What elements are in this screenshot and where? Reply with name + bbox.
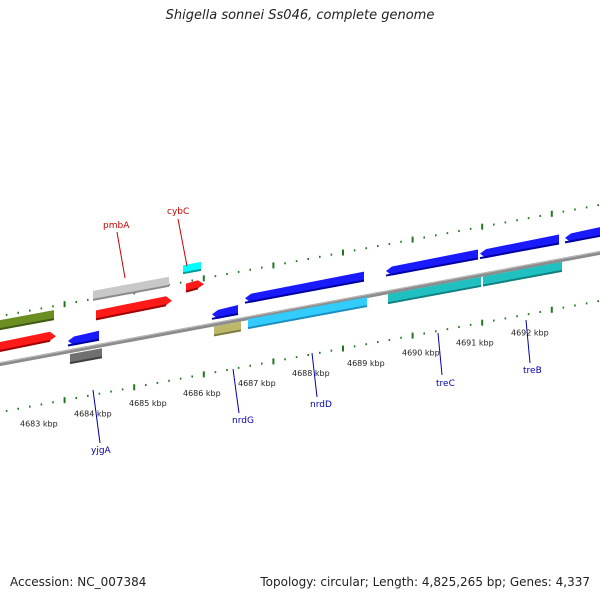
gene-leader-treB [525, 319, 531, 364]
gene-label-treB: treB [523, 366, 542, 376]
gene-leader-nrdG [232, 368, 240, 414]
gene-block-yjgA-shade [69, 356, 103, 365]
gene-label-pmbA: pmbA [103, 221, 130, 231]
gene-leader-nrdD [311, 352, 318, 398]
gene-leader-cybC [177, 218, 188, 267]
accession-text: Accession: NC_007384 [10, 575, 147, 589]
gene-block-olive [0, 310, 54, 330]
gene-block-nrdG-top-shade [211, 313, 239, 320]
gene-block-treC-top [386, 249, 478, 276]
gene-block-treB-shade [482, 269, 563, 287]
gene-leader-treC [437, 332, 443, 376]
scale-tick-label: 4685 kbp [129, 399, 167, 408]
gene-block-nrdG [214, 321, 241, 336]
gene-block-treB [483, 261, 562, 286]
gene-block-treC [388, 276, 481, 304]
gene-label-nrdD: nrdD [310, 400, 332, 410]
gene-label-yjgA: yjgA [91, 446, 112, 456]
gene-block-nrdD-shade [247, 305, 368, 330]
scale-tick-label: 4689 kbp [347, 359, 385, 368]
gene-block-treB-top-shade [479, 242, 560, 260]
scale-tick-label: 4691 kbp [456, 339, 494, 348]
gene-block-treC-shade [387, 284, 482, 305]
genome-summary-text: Topology: circular; Length: 4,825,265 bp… [260, 575, 590, 589]
gene-block-yjgA-top-shade [67, 338, 100, 347]
scale-tick-label: 4688 kbp [292, 369, 330, 378]
gene-block-right-edge [565, 227, 600, 243]
scale-tick-label: 4687 kbp [238, 379, 276, 388]
gene-label-cybC: cybC [167, 207, 189, 217]
gene-block-nrdD [248, 297, 367, 329]
gene-block-grey [93, 276, 169, 300]
gene-block-grey-shade [92, 284, 170, 301]
gene-block-olive-shade [0, 318, 55, 331]
gene-block-right-edge-shade [564, 234, 600, 244]
gene-leader-pmbA [116, 231, 126, 279]
scale-tick-label: 4683 kbp [20, 419, 58, 428]
gene-block-nrdD-top [245, 271, 364, 303]
scale-tick-label: 4684 kbp [74, 409, 112, 418]
gene-block-yjgA [70, 348, 102, 364]
gene-label-treC: treC [436, 379, 455, 389]
genome-backbone [0, 250, 600, 367]
gene-block-nrdG-shade [213, 329, 242, 337]
map-title: Shigella sonnei Ss046, complete genome [165, 8, 435, 23]
gene-block-red-small [186, 280, 204, 292]
gene-leader-yjgA [92, 389, 101, 444]
gene-block-red-small-shade [185, 287, 199, 293]
gene-block-yjgA-top [68, 330, 99, 346]
gene-block-cybC-shade [182, 268, 202, 275]
scale-tick-label: 4690 kbp [402, 349, 440, 358]
genome-backbone-highlight [0, 251, 600, 364]
gene-block-treC-top-shade [385, 257, 479, 277]
gene-block-treB-top [480, 234, 559, 259]
gene-block-nrdD-top-shade [244, 279, 365, 304]
gene-block-pmbA-neighbor [0, 331, 56, 351]
gene-block-pmbA [96, 296, 172, 320]
gene-block-pmbA-shade [95, 304, 167, 321]
gene-block-pmbA-neighbor-shade [0, 339, 51, 352]
scale-tick-label: 4692 kbp [511, 328, 549, 337]
scale-tick-label: 4686 kbp [183, 389, 221, 398]
gene-label-nrdG: nrdG [232, 416, 254, 426]
